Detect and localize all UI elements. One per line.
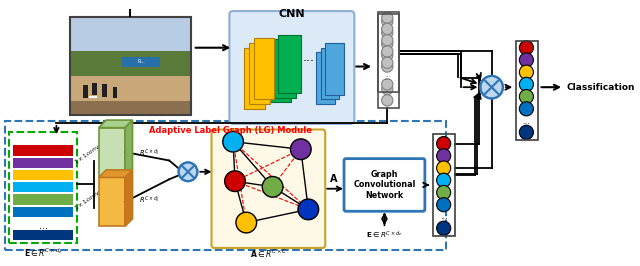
Text: $\mathbf{E}\in R^{C\times d_e}$: $\mathbf{E}\in R^{C\times d_e}$: [366, 230, 403, 241]
Text: $\mathbf{A}$: $\mathbf{A}$: [329, 172, 339, 184]
Circle shape: [436, 185, 451, 200]
Circle shape: [519, 90, 534, 104]
Circle shape: [381, 61, 393, 72]
Text: ...: ...: [522, 118, 531, 126]
Bar: [249, 43, 270, 104]
Circle shape: [519, 77, 534, 92]
Text: R...: R...: [137, 59, 145, 64]
Circle shape: [381, 49, 393, 61]
Circle shape: [519, 102, 534, 116]
Text: I: I: [128, 9, 132, 19]
Circle shape: [436, 161, 451, 175]
Circle shape: [519, 125, 534, 139]
Bar: [13, 194, 74, 205]
Bar: [321, 48, 339, 99]
Circle shape: [381, 12, 393, 23]
Bar: [83, 85, 88, 98]
Bar: [4, 121, 447, 250]
FancyBboxPatch shape: [229, 11, 355, 124]
Circle shape: [519, 53, 534, 67]
Text: Adaptive Label Graph (LG) Module: Adaptive Label Graph (LG) Module: [148, 126, 312, 135]
Bar: [273, 39, 296, 98]
Bar: [10, 132, 77, 243]
Circle shape: [381, 23, 393, 35]
Bar: [516, 41, 538, 140]
Bar: [316, 52, 335, 104]
Bar: [122, 57, 160, 66]
Bar: [70, 17, 191, 52]
Text: ...: ...: [383, 73, 391, 82]
Bar: [113, 87, 118, 98]
Bar: [325, 43, 344, 95]
Circle shape: [381, 95, 393, 106]
Text: ...: ...: [440, 213, 447, 221]
Circle shape: [519, 65, 534, 79]
Text: $R^{C\times d_0^{\prime}}$: $R^{C\times d_0^{\prime}}$: [139, 148, 160, 159]
Bar: [70, 52, 191, 76]
Circle shape: [381, 27, 393, 38]
Circle shape: [225, 171, 245, 192]
Circle shape: [291, 139, 311, 160]
Bar: [99, 128, 125, 177]
Text: Graph
Convolutional
Network: Graph Convolutional Network: [353, 170, 415, 200]
Bar: [433, 134, 455, 236]
Circle shape: [381, 16, 393, 27]
Text: ...: ...: [39, 221, 48, 231]
Text: $1\times1conv$: $1\times1conv$: [72, 142, 102, 166]
FancyBboxPatch shape: [211, 130, 325, 248]
FancyBboxPatch shape: [344, 159, 425, 211]
Bar: [13, 170, 74, 180]
Text: $R^{C\times d_0^{\prime}}$: $R^{C\times d_0^{\prime}}$: [139, 194, 160, 205]
Bar: [269, 44, 291, 102]
Bar: [70, 17, 191, 115]
Bar: [70, 76, 191, 101]
Polygon shape: [125, 170, 132, 226]
Text: Classification: Classification: [567, 83, 636, 92]
Circle shape: [381, 35, 393, 46]
Circle shape: [436, 173, 451, 187]
Bar: [13, 230, 74, 240]
Bar: [13, 146, 74, 156]
Polygon shape: [125, 120, 132, 177]
Bar: [244, 48, 265, 109]
Bar: [13, 182, 74, 193]
Bar: [254, 38, 275, 99]
Circle shape: [236, 212, 257, 233]
Bar: [90, 96, 97, 98]
Circle shape: [436, 136, 451, 151]
Polygon shape: [99, 120, 132, 128]
Circle shape: [436, 221, 451, 235]
Bar: [99, 177, 125, 226]
Circle shape: [436, 149, 451, 163]
Circle shape: [381, 84, 393, 95]
Circle shape: [223, 131, 243, 152]
Polygon shape: [99, 170, 132, 177]
Circle shape: [298, 199, 319, 220]
Text: $1\times1conv$: $1\times1conv$: [72, 188, 102, 212]
Circle shape: [262, 177, 283, 197]
Circle shape: [381, 46, 393, 57]
Bar: [378, 14, 399, 108]
Bar: [13, 158, 74, 168]
Circle shape: [519, 41, 534, 55]
Circle shape: [381, 57, 393, 68]
Text: CNN: CNN: [278, 9, 305, 19]
Bar: [13, 207, 74, 217]
Circle shape: [381, 38, 393, 49]
Bar: [70, 101, 191, 115]
Bar: [102, 84, 107, 97]
Bar: [92, 84, 97, 95]
Circle shape: [481, 76, 503, 98]
Circle shape: [179, 163, 197, 181]
Circle shape: [436, 198, 451, 212]
Text: $\mathbf{A} \in R^{C\times C}$: $\mathbf{A} \in R^{C\times C}$: [250, 248, 287, 260]
Text: $\mathbf{E}\in R^{C\times d_e}$: $\mathbf{E}\in R^{C\times d_e}$: [24, 247, 63, 259]
Text: ...: ...: [384, 69, 391, 78]
Circle shape: [381, 79, 393, 90]
Bar: [278, 35, 301, 93]
Text: ...: ...: [302, 51, 314, 64]
Bar: [378, 12, 399, 92]
